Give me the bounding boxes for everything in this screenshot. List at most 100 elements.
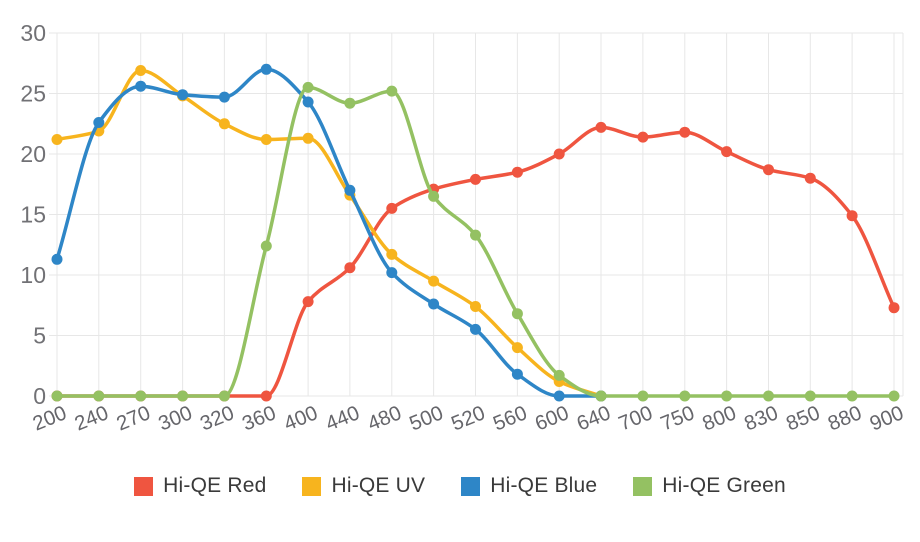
legend-label: Hi-QE Blue [490,474,598,497]
data-point[interactable] [888,390,900,402]
data-point[interactable] [344,97,356,109]
x-axis-tick-label: 640 [574,401,614,435]
legend-item[interactable]: Hi-QE Blue [461,474,597,498]
data-point[interactable] [679,126,691,138]
data-point[interactable] [177,390,189,402]
data-point[interactable] [93,117,105,128]
data-point[interactable] [721,146,733,158]
y-axis-tick-label: 15 [20,202,46,228]
data-point[interactable] [386,85,398,97]
data-point[interactable] [428,190,440,202]
x-axis-tick-label: 600 [532,401,572,435]
y-axis-tick-label: 20 [20,141,46,167]
data-point[interactable] [218,91,230,103]
data-point[interactable] [679,390,691,402]
data-point[interactable] [470,301,481,312]
x-axis-tick-label: 440 [322,401,362,435]
data-point[interactable] [135,65,147,76]
x-axis-tick-label: 520 [448,401,488,435]
chart-legend: Hi-QE Red Hi-QE UV Hi-QE Blue Hi-QE Green [0,474,920,498]
data-point[interactable] [302,81,314,93]
legend-item[interactable]: Hi-QE Green [633,474,786,498]
data-point[interactable] [804,172,816,184]
data-point[interactable] [386,202,398,214]
x-axis-tick-label: 900 [867,401,907,435]
legend-item[interactable]: Hi-QE UV [302,474,425,498]
data-point[interactable] [553,369,565,381]
data-point[interactable] [553,390,565,402]
data-point[interactable] [846,390,858,402]
data-point[interactable] [721,390,733,402]
legend-label: Hi-QE UV [331,474,426,497]
y-axis-tick-label: 30 [20,20,46,46]
data-point[interactable] [595,390,607,402]
data-point[interactable] [470,229,481,241]
data-point[interactable] [846,210,858,222]
x-axis-tick-label: 560 [490,401,530,435]
data-point[interactable] [637,131,649,143]
data-point[interactable] [135,80,147,92]
x-axis-tick-label: 500 [406,401,446,435]
y-axis-tick-label: 5 [33,323,46,349]
legend-swatch-icon [633,476,653,496]
data-point[interactable] [177,89,189,101]
data-point[interactable] [511,368,523,380]
data-point[interactable] [888,302,900,314]
x-axis-tick-label: 300 [155,401,195,435]
x-axis-tick-label: 360 [239,401,279,435]
x-axis-tick-label: 880 [825,401,865,435]
legend-swatch-icon [134,476,154,496]
data-point[interactable] [511,342,523,354]
data-point[interactable] [260,390,272,402]
data-point[interactable] [302,132,314,144]
data-point[interactable] [302,296,314,308]
y-axis-tick-label: 10 [20,262,46,288]
x-axis-tick-label: 850 [783,401,823,435]
data-point[interactable] [804,390,816,402]
data-point[interactable] [637,390,649,402]
data-point[interactable] [260,240,272,252]
data-point[interactable] [470,323,481,335]
data-point[interactable] [553,148,565,160]
x-axis-tick-label: 400 [281,401,321,435]
data-point[interactable] [260,134,272,145]
data-point[interactable] [511,308,523,320]
y-axis-tick-label: 0 [33,383,46,409]
x-axis-tick-label: 700 [615,401,655,435]
x-axis-tick-label: 800 [699,401,739,435]
data-point[interactable] [470,173,481,185]
data-point[interactable] [386,248,398,260]
data-point[interactable] [386,267,398,279]
legend-label: Hi-QE Green [662,474,786,497]
x-axis-tick-label: 320 [197,401,237,435]
data-point[interactable] [428,275,440,287]
x-axis-tick-label: 270 [113,401,153,435]
data-point[interactable] [93,390,105,402]
data-point[interactable] [763,164,774,176]
y-axis-tick-label: 25 [20,81,46,107]
data-point[interactable] [428,298,440,310]
legend-swatch-icon [302,476,322,496]
legend-label: Hi-QE Red [163,474,267,497]
data-point[interactable] [218,390,230,402]
x-axis-tick-label: 480 [364,401,404,435]
data-point[interactable] [260,63,272,75]
data-point[interactable] [51,390,63,402]
data-point[interactable] [51,253,63,265]
data-point[interactable] [595,121,607,133]
data-point[interactable] [218,118,230,130]
data-point[interactable] [302,96,314,108]
x-axis-tick-label: 750 [657,401,697,435]
data-point[interactable] [763,390,774,402]
legend-swatch-icon [461,476,481,496]
data-point[interactable] [344,184,356,196]
x-axis-tick-label: 830 [741,401,781,435]
legend-item[interactable]: Hi-QE Red [134,474,266,498]
data-point[interactable] [51,134,63,145]
data-point[interactable] [511,166,523,178]
x-axis-tick-label: 240 [71,401,111,435]
data-point[interactable] [344,262,356,274]
data-point[interactable] [135,390,147,402]
